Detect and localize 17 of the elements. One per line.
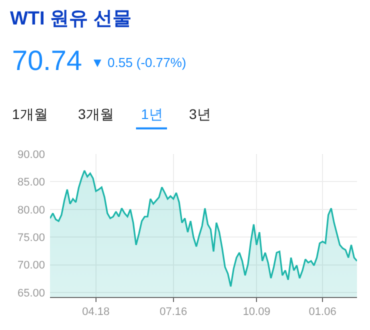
text: 3년 [189, 106, 211, 122]
text: 1개월 [12, 106, 48, 122]
chart-title: WTI 원유 선물 [10, 8, 132, 30]
y-tick-label: 70.00 [17, 260, 45, 272]
y-tick-label: 85.00 [17, 176, 45, 189]
text: 1년 [141, 106, 163, 122]
x-tick-label: 04.18 [82, 306, 110, 318]
text: 70.74 [12, 45, 82, 76]
text: ▼ 0.55 (-0.77%) [91, 55, 186, 70]
x-tick-label: 01.06 [308, 306, 336, 318]
y-tick-label: 65.00 [17, 287, 45, 300]
x-tick-label: 07.16 [160, 306, 188, 318]
x-tick-label: 10.09 [242, 306, 270, 318]
y-tick-label: 90.00 [17, 148, 45, 161]
text: 3개월 [78, 106, 114, 122]
y-tick-label: 80.00 [17, 204, 45, 216]
y-tick-label: 75.00 [17, 232, 45, 244]
